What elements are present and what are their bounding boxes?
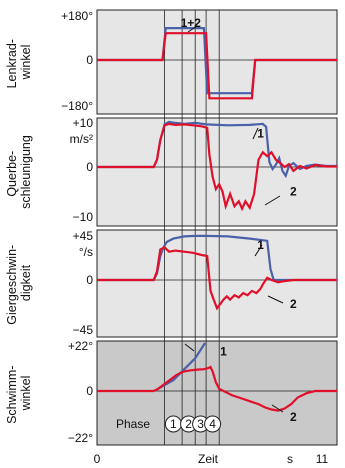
series-line-panel2-2: [97, 122, 337, 212]
x-tick-left: 0: [94, 452, 101, 466]
callout-leader-1: [187, 25, 198, 33]
ylabel-slip-line-2: winkel: [19, 376, 33, 412]
tick-lateral-bottom: −10: [73, 210, 94, 224]
callout-leader-6: [184, 343, 195, 352]
tick-yaw-bottom: −45: [73, 323, 94, 337]
phase-number-2: 2: [185, 417, 192, 431]
callout-panel2-1: 1: [257, 127, 264, 141]
series-layer: [97, 27, 337, 412]
phase-number-3: 3: [197, 417, 204, 431]
tick-steering-zero: 0: [86, 53, 93, 67]
x-axis-label: Zeit: [198, 452, 219, 466]
tick-slip-bottom: −22°: [68, 431, 93, 445]
ylabel-lateral-line-1: Querbe-: [5, 151, 19, 197]
tick-steering-top: +180°: [61, 9, 93, 23]
callout-layer: 1+2 1 2 1 2 1 2: [181, 16, 297, 424]
ylabel-steering-line-2: winkel: [19, 45, 33, 81]
tick-yaw-top: +45: [73, 229, 94, 243]
panel-yaw-rate-bg: [96, 229, 338, 338]
callout-panel1-1: 1+2: [181, 16, 202, 30]
series-line-panel3-2: [97, 245, 337, 311]
phase-lines: [164, 10, 220, 445]
ylabel-slip-line-1: Schwimm-: [5, 366, 19, 424]
ylabel-yaw-line-1: Giergeschwin-: [5, 245, 19, 325]
ylabel-yaw-line-2: digkeit: [19, 264, 33, 301]
callout-panel4-2: 2: [290, 410, 297, 424]
phase-circle-4: [204, 415, 222, 433]
callout-leader-7: [271, 404, 284, 413]
ylabel-yaw: Giergeschwin- digkeit: [5, 241, 33, 324]
ylabel-slip: Schwimm- winkel: [5, 362, 33, 424]
series-line-panel4-2: [97, 365, 337, 412]
tick-slip-zero: 0: [86, 384, 93, 398]
callout-leader-2: [252, 127, 259, 140]
tick-slip-top: +22°: [68, 339, 93, 353]
callout-leader-5: [267, 295, 284, 304]
callout-panel4-1: 1: [220, 345, 227, 359]
callout-leader-4: [254, 244, 263, 257]
callout-panel3-2: 2: [290, 297, 297, 311]
series-line-panel1-2: [97, 32, 337, 100]
series-line-panel4-1: [157, 342, 206, 390]
phase-number-4: 4: [209, 417, 216, 431]
ylabel-steering-line-1: Lenkrad-: [5, 39, 19, 88]
phase-label: Phase: [116, 417, 150, 431]
panel-lateral-accel-bg: [96, 117, 338, 227]
phase-number-1: 1: [170, 417, 177, 431]
x-axis-unit: s: [287, 452, 293, 466]
callout-leader-3: [264, 195, 281, 206]
ylabel-lateral: Querbe- schleunigung: [5, 135, 33, 209]
panel-steering-bg: [96, 9, 338, 115]
x-tick-right: 11: [316, 452, 329, 466]
tick-lateral-top: +10: [73, 116, 94, 130]
callout-panel3-1: 1: [257, 238, 264, 252]
tick-steering-bottom: −180°: [61, 99, 93, 113]
ylabel-lateral-line-2: schleunigung: [19, 135, 33, 209]
tick-lateral-unit: m/s²: [70, 132, 93, 146]
callout-panel2-2: 2: [290, 185, 297, 199]
tick-yaw-zero: 0: [86, 273, 93, 287]
tick-yaw-unit: °/s: [79, 245, 93, 259]
ylabel-steering: Lenkrad- winkel: [5, 36, 33, 89]
tick-lateral-zero: 0: [86, 160, 93, 174]
